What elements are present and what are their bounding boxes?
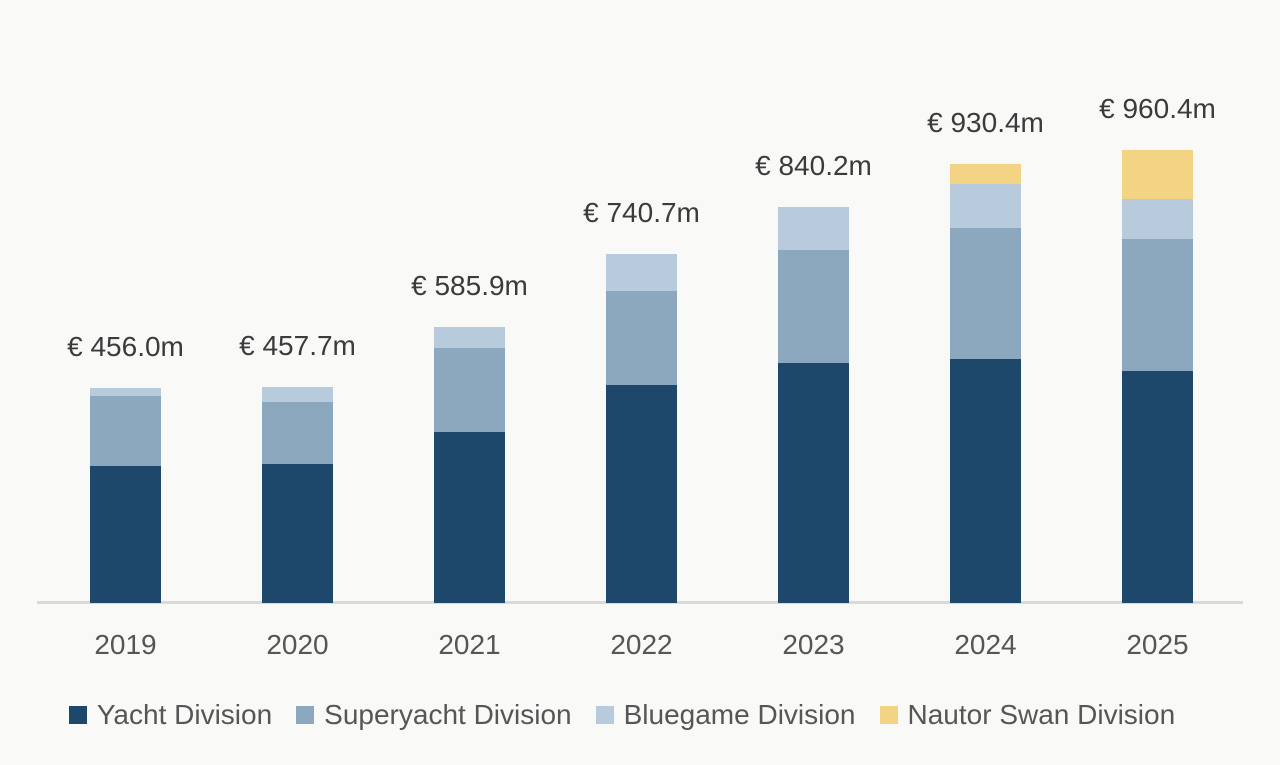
bar-stack-2023 bbox=[778, 206, 849, 603]
bar-segment-yacht-division-2023 bbox=[778, 362, 849, 603]
bar-stack-2020 bbox=[262, 387, 333, 603]
bar-segment-yacht-division-2019 bbox=[90, 465, 161, 603]
total-label-2025: € 960.4m bbox=[1099, 92, 1216, 124]
legend-label-nautor-swan-division: Nautor Swan Division bbox=[907, 699, 1176, 730]
bar-segment-superyacht-division-2020 bbox=[262, 401, 333, 465]
legend-swatch-superyacht-division bbox=[296, 706, 315, 724]
legend-item-nautor-swan-division: Nautor Swan Division bbox=[879, 698, 1176, 732]
bar-stack-2021 bbox=[434, 326, 505, 603]
bar-segment-yacht-division-2020 bbox=[262, 464, 333, 603]
bar-stack-2022 bbox=[606, 253, 677, 603]
x-axis-label-2023: 2023 bbox=[782, 629, 845, 660]
bar-stack-2025 bbox=[1122, 150, 1193, 603]
x-axis-label-2020: 2020 bbox=[266, 629, 329, 660]
bar-segment-bluegame-division-2024 bbox=[950, 183, 1021, 228]
bar-segment-superyacht-division-2023 bbox=[778, 250, 849, 363]
bar-segment-nautor-swan-division-2024 bbox=[950, 164, 1021, 184]
bar-segment-bluegame-division-2021 bbox=[434, 326, 505, 349]
bar-segment-bluegame-division-2023 bbox=[778, 206, 849, 251]
legend-swatch-yacht-division bbox=[68, 706, 87, 724]
total-label-2022: € 740.7m bbox=[583, 196, 700, 228]
legend-label-bluegame-division: Bluegame Division bbox=[623, 699, 856, 730]
total-label-2024: € 930.4m bbox=[927, 107, 1044, 139]
total-label-2019: € 456.0m bbox=[67, 330, 184, 362]
bar-segment-superyacht-division-2022 bbox=[606, 291, 677, 385]
legend-swatch-nautor-swan-division bbox=[879, 706, 898, 724]
bar-segment-yacht-division-2025 bbox=[1122, 370, 1193, 603]
legend: Yacht Division Superyacht Division Bluegam… bbox=[37, 698, 1207, 732]
total-label-2021: € 585.9m bbox=[411, 269, 528, 301]
bar-segment-yacht-division-2021 bbox=[434, 432, 505, 603]
total-label-2023: € 840.2m bbox=[755, 149, 872, 181]
bar-stack-2024 bbox=[950, 164, 1021, 603]
x-axis-label-2019: 2019 bbox=[94, 629, 157, 660]
legend-item-yacht-division: Yacht Division bbox=[68, 698, 273, 732]
legend-swatch-bluegame-division bbox=[595, 706, 614, 724]
x-axis-label-2024: 2024 bbox=[954, 629, 1017, 660]
bar-segment-bluegame-division-2022 bbox=[606, 253, 677, 292]
bar-segment-nautor-swan-division-2025 bbox=[1122, 150, 1193, 199]
x-axis-label-2021: 2021 bbox=[438, 629, 501, 660]
legend-label-yacht-division: Yacht Division bbox=[96, 699, 273, 730]
bar-segment-bluegame-division-2025 bbox=[1122, 198, 1193, 239]
bar-stack-2019 bbox=[90, 387, 161, 603]
x-axis-label-2025: 2025 bbox=[1126, 629, 1189, 660]
total-label-2020: € 457.7m bbox=[239, 330, 356, 362]
legend-item-bluegame-division: Bluegame Division bbox=[595, 698, 856, 732]
bar-segment-superyacht-division-2025 bbox=[1122, 238, 1193, 371]
bar-segment-yacht-division-2022 bbox=[606, 384, 677, 603]
x-axis-label-2022: 2022 bbox=[610, 629, 673, 660]
bar-segment-superyacht-division-2021 bbox=[434, 348, 505, 433]
legend-item-superyacht-division: Superyacht Division bbox=[296, 698, 572, 732]
bar-segment-bluegame-division-2019 bbox=[90, 387, 161, 397]
bar-segment-superyacht-division-2019 bbox=[90, 396, 161, 466]
legend-label-superyacht-division: Superyacht Division bbox=[324, 699, 572, 730]
bar-segment-bluegame-division-2020 bbox=[262, 387, 333, 402]
bar-segment-yacht-division-2024 bbox=[950, 358, 1021, 603]
bar-segment-superyacht-division-2024 bbox=[950, 227, 1021, 359]
